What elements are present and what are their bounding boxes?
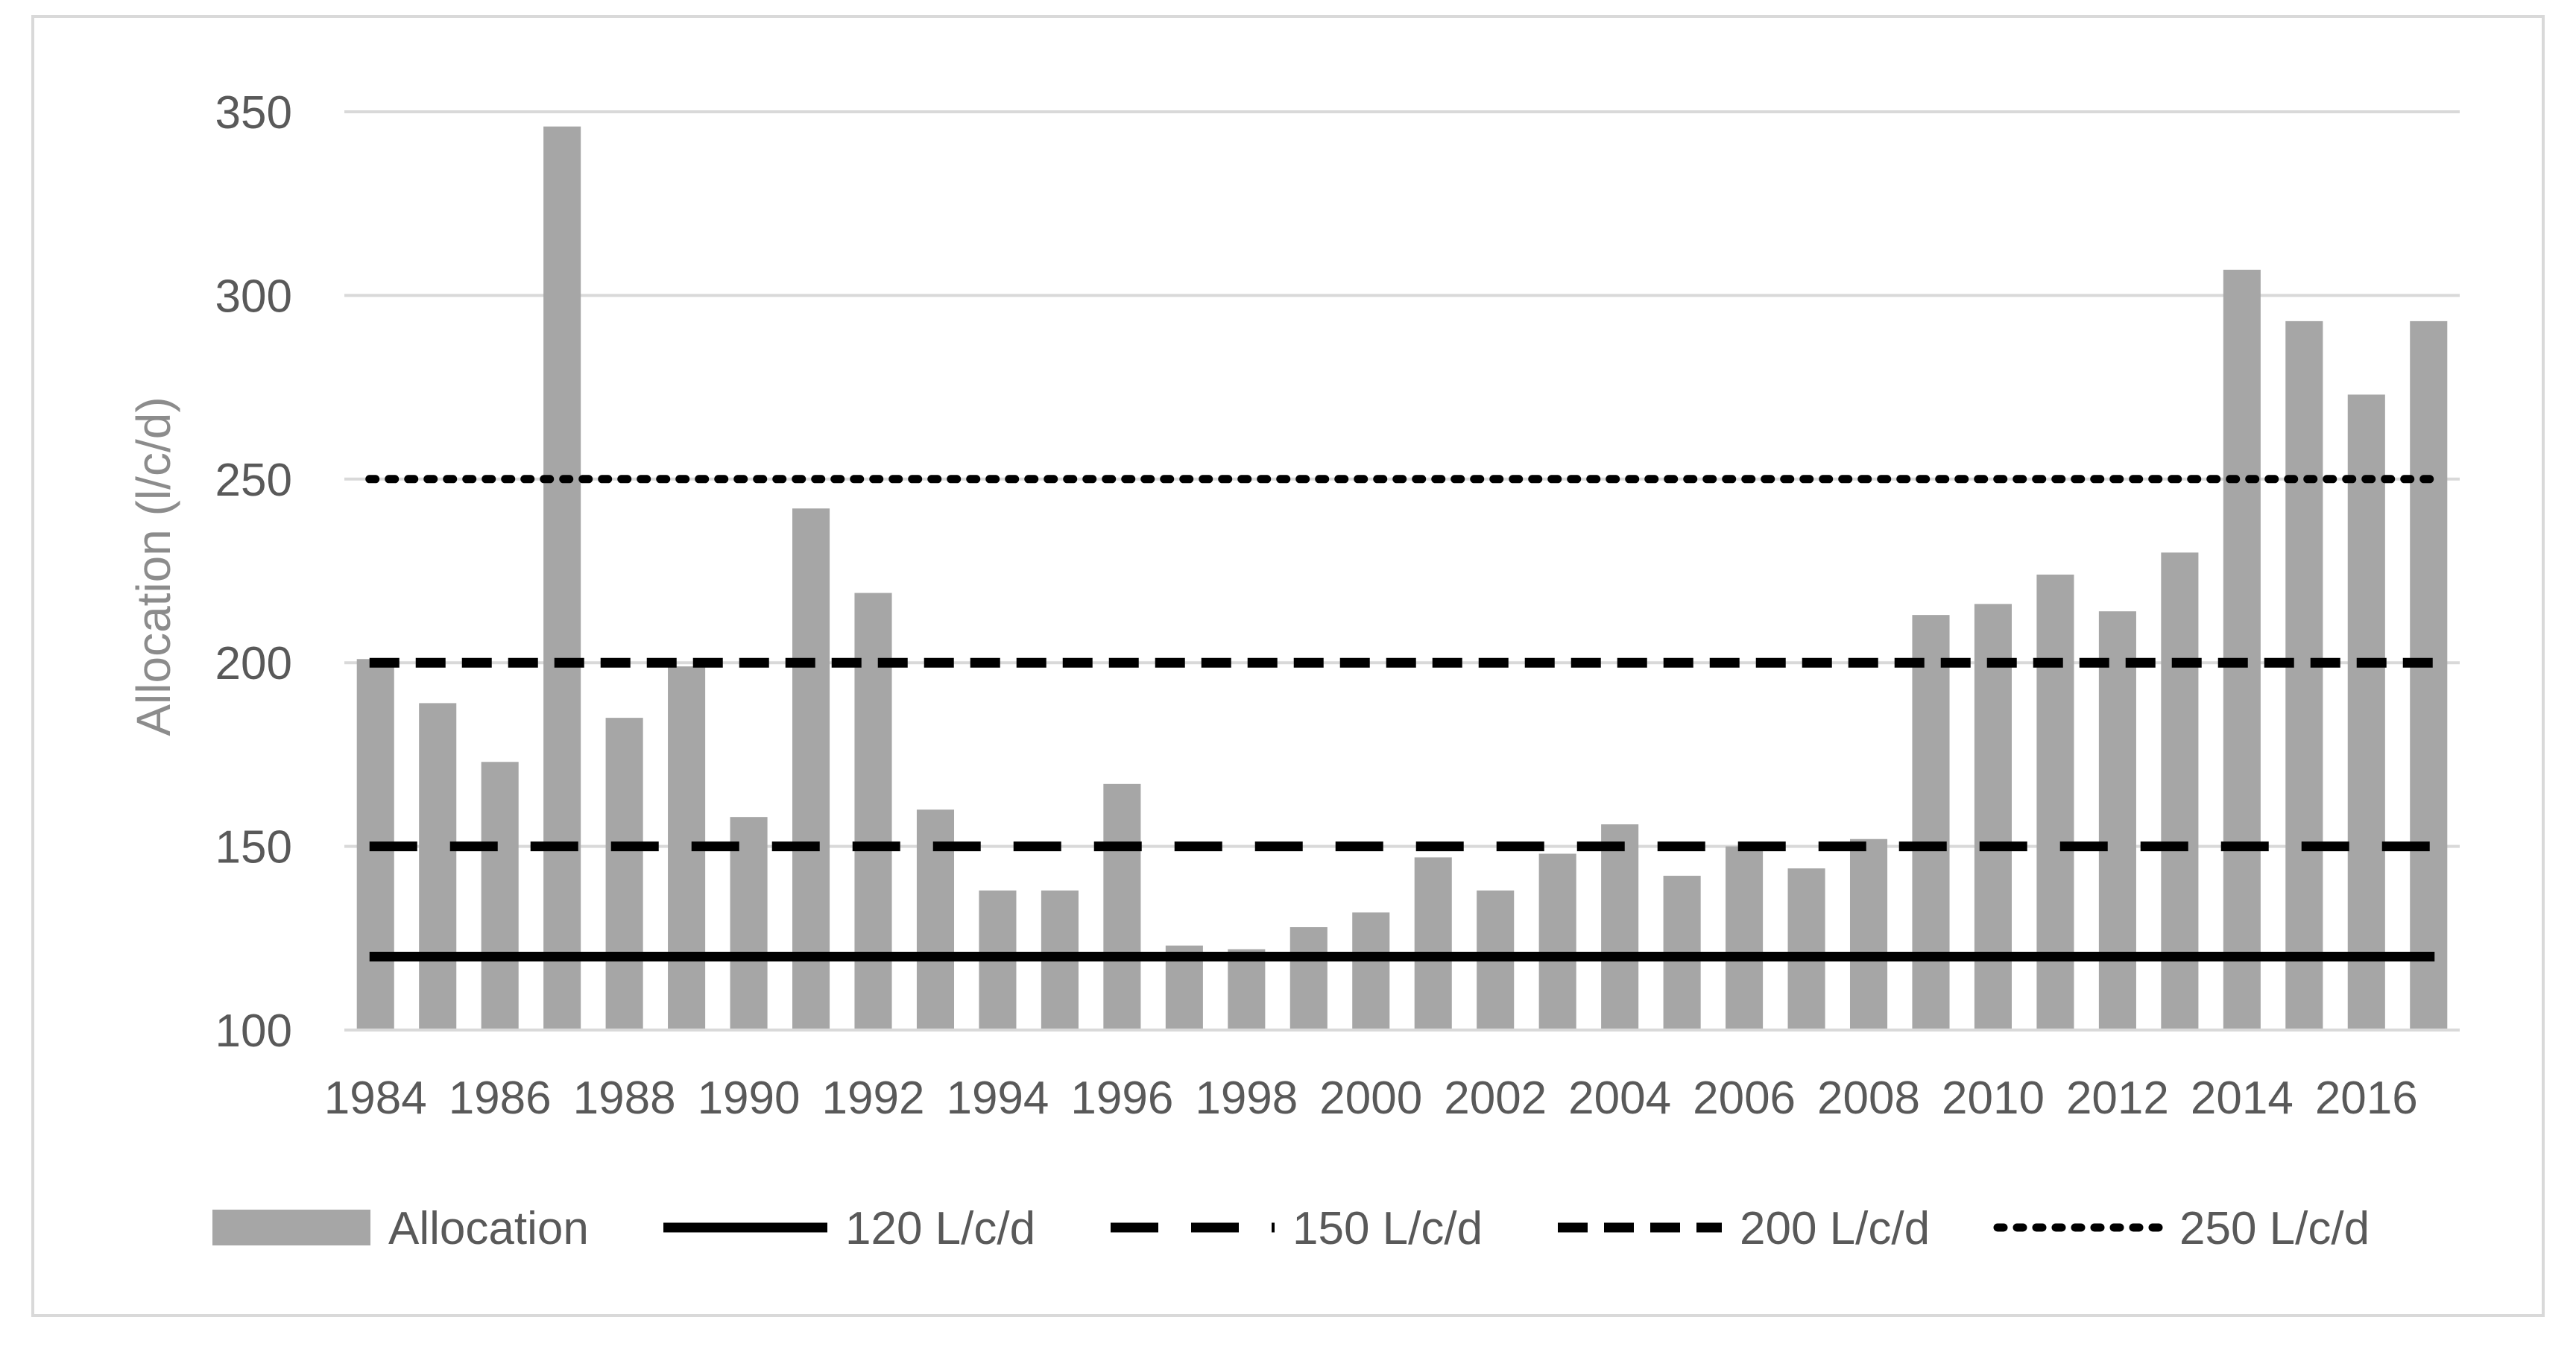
bar-2000 bbox=[1352, 912, 1390, 1030]
x-tick-label: 1984 bbox=[324, 1073, 427, 1124]
legend: Allocation 120 L/c/d 150 L/c/d 200 L/c/d 250… bbox=[212, 1203, 2370, 1254]
legend-label: Allocation bbox=[388, 1203, 589, 1254]
x-tick-label: 2014 bbox=[2191, 1073, 2294, 1124]
bar-1999 bbox=[1289, 927, 1328, 1030]
bar-2011 bbox=[2036, 574, 2074, 1030]
legend-item: 120 L/c/d bbox=[663, 1203, 1035, 1254]
bar-2016 bbox=[2347, 394, 2385, 1030]
y-tick-label: 350 bbox=[215, 87, 292, 139]
x-tick-label: 2002 bbox=[1444, 1073, 1547, 1124]
legend-label: 200 L/c/d bbox=[1740, 1203, 1930, 1254]
bar-1986 bbox=[481, 762, 519, 1030]
x-tick-label: 1988 bbox=[573, 1073, 676, 1124]
axes: 100 150 200 250 300 350 1984 1986 1988 1990 1992 19… bbox=[215, 87, 2460, 1124]
bar-2008 bbox=[1849, 838, 1888, 1030]
x-tick-label: 2008 bbox=[1817, 1073, 1920, 1124]
bar-2004 bbox=[1601, 824, 1639, 1030]
y-tick-label: 200 bbox=[215, 638, 292, 689]
bar-2007 bbox=[1787, 868, 1825, 1030]
x-tick-label: 1996 bbox=[1070, 1073, 1173, 1124]
x-tick-label: 2006 bbox=[1693, 1073, 1796, 1124]
bar-1996 bbox=[1103, 783, 1141, 1030]
bar-2006 bbox=[1726, 846, 1764, 1030]
bar-1985 bbox=[419, 703, 457, 1030]
bar-1988 bbox=[605, 718, 643, 1030]
reference-lines bbox=[365, 475, 2439, 961]
x-tick-label: 2010 bbox=[1942, 1073, 2045, 1124]
bar-2014 bbox=[2223, 269, 2261, 1030]
y-tick-label: 250 bbox=[215, 455, 292, 506]
bar-1990 bbox=[730, 817, 768, 1030]
legend-item: 250 L/c/d bbox=[1993, 1203, 2370, 1254]
x-tick-label: 1998 bbox=[1195, 1073, 1298, 1124]
legend-label: 120 L/c/d bbox=[845, 1203, 1035, 1254]
y-tick-label: 150 bbox=[215, 822, 292, 874]
bar-2013 bbox=[2161, 552, 2199, 1030]
legend-label: 250 L/c/d bbox=[2179, 1203, 2370, 1254]
y-axis-title: Allocation (l/c/d) bbox=[127, 397, 180, 736]
legend-item: 150 L/c/d bbox=[1111, 1203, 1483, 1254]
bar-2010 bbox=[1974, 604, 2012, 1030]
bar-2012 bbox=[2098, 611, 2136, 1030]
y-tick-label: 100 bbox=[215, 1005, 292, 1057]
legend-item: 200 L/c/d bbox=[1558, 1203, 1930, 1254]
legend-swatch bbox=[212, 1210, 370, 1245]
x-tick-label: 2012 bbox=[2066, 1073, 2169, 1124]
x-tick-label: 2016 bbox=[2315, 1073, 2418, 1124]
bar-2009 bbox=[1912, 615, 1950, 1030]
x-tick-label: 1994 bbox=[946, 1073, 1049, 1124]
y-tick-label: 300 bbox=[215, 271, 292, 322]
legend-item: Allocation bbox=[212, 1203, 589, 1254]
bars bbox=[356, 126, 2448, 1030]
x-tick-label: 1986 bbox=[449, 1073, 552, 1124]
bar-1991 bbox=[792, 508, 830, 1030]
x-tick-label: 1990 bbox=[698, 1073, 801, 1124]
bar-2001 bbox=[1414, 857, 1452, 1030]
bar-2015 bbox=[2285, 320, 2323, 1030]
x-tick-label: 2000 bbox=[1319, 1073, 1422, 1124]
bar-1998 bbox=[1228, 949, 1266, 1030]
x-tick-label: 1992 bbox=[822, 1073, 925, 1124]
bar-2017 bbox=[2410, 320, 2448, 1030]
x-tick-label: 2004 bbox=[1568, 1073, 1671, 1124]
bar-1987 bbox=[543, 126, 581, 1030]
legend-label: 150 L/c/d bbox=[1292, 1203, 1483, 1254]
bar-2003 bbox=[1538, 853, 1576, 1030]
